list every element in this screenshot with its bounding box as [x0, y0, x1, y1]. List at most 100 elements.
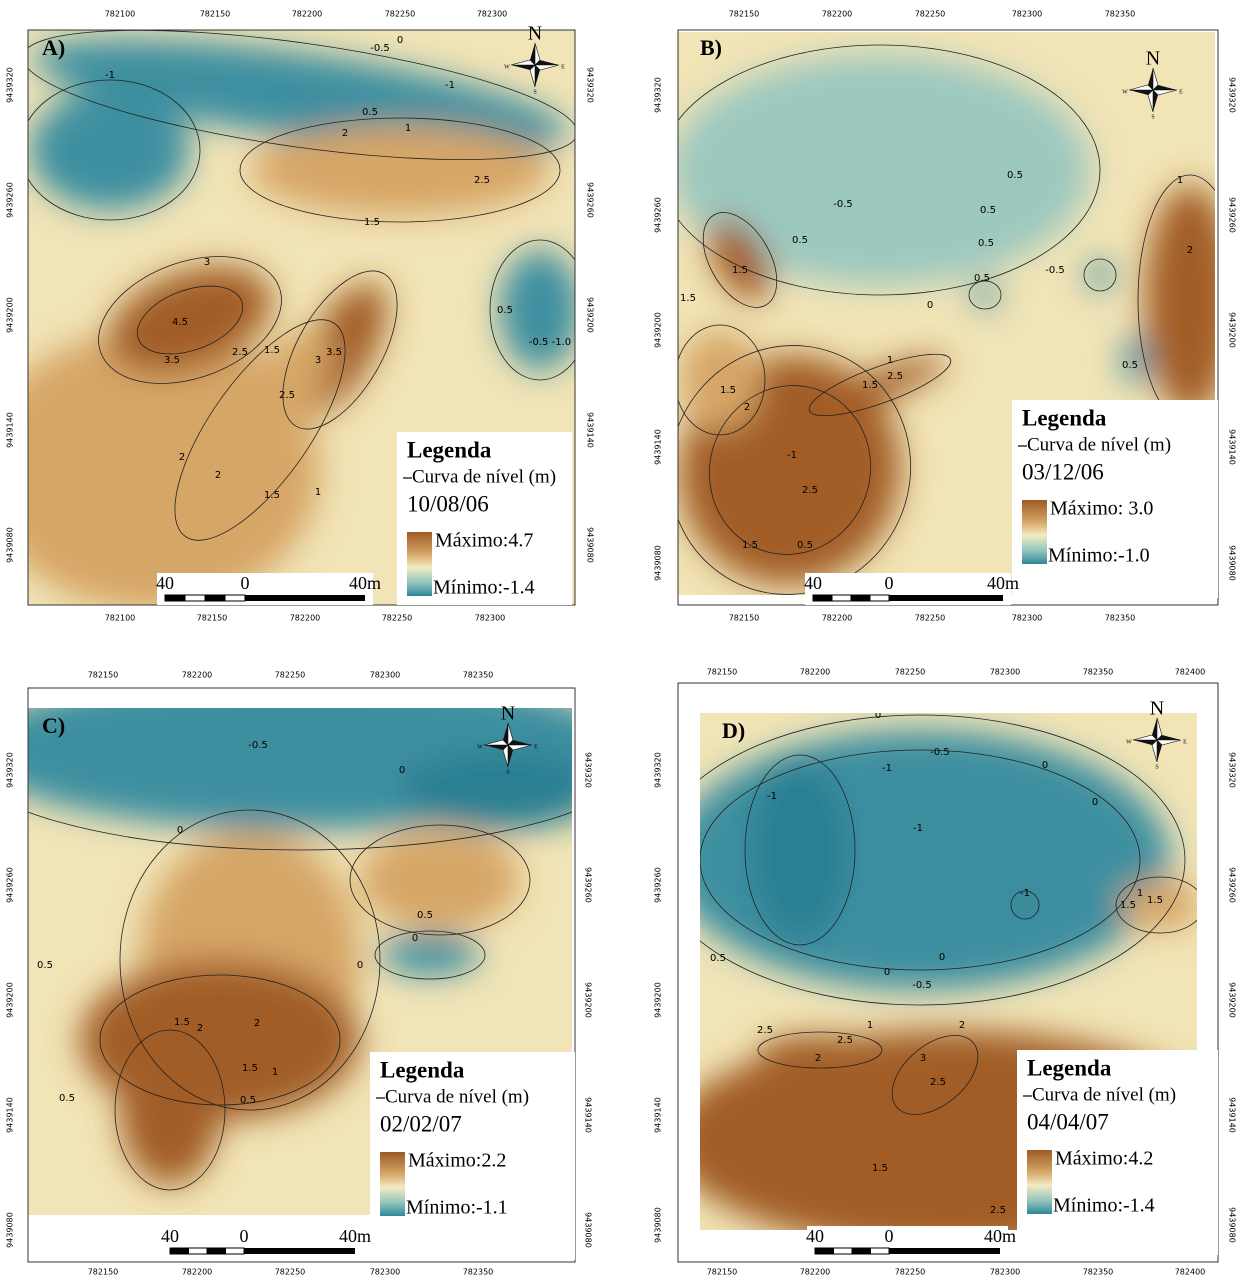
contour-label: 0.5 [362, 107, 378, 118]
elevation-blob [680, 330, 760, 430]
elevation-blob [1086, 261, 1114, 289]
scale-segment [832, 595, 851, 601]
legend-date: 02/02/07 [380, 1111, 462, 1136]
contour-label: 1.5 [1147, 895, 1163, 906]
x-tick-label: 782100 [105, 614, 136, 623]
x-tick-label: 782250 [895, 1268, 926, 1277]
y-tick-label: 9439200 [654, 982, 663, 1018]
contour-label: -0.5 [833, 199, 853, 210]
y-tick-label: 9439080 [1228, 1207, 1237, 1243]
y-tick-label: 9439200 [6, 297, 15, 333]
north-label: N [1150, 698, 1164, 720]
contour-label: 2 [215, 470, 221, 481]
contour-label: 1.5 [742, 540, 758, 551]
x-tick-label: 782350 [1105, 614, 1136, 623]
contour-label: 4.5 [172, 317, 188, 328]
contour-label: 2 [342, 128, 348, 139]
contour-label: 2.5 [930, 1077, 946, 1088]
scale-segment [871, 1248, 890, 1254]
scale-segment [207, 1248, 226, 1254]
compass-west: W [477, 744, 483, 750]
scale-segment [889, 595, 1003, 601]
contour-label: -1 [787, 450, 797, 461]
y-tick-label: 9439200 [6, 982, 15, 1018]
legend-max: Máximo:2.2 [408, 1150, 506, 1172]
contour-label: 1.5 [1120, 900, 1136, 911]
y-tick-label: 9439080 [584, 1212, 593, 1248]
y-tick-label: 9439260 [6, 182, 15, 218]
y-tick-label: 9439320 [654, 77, 663, 113]
elevation-blob [360, 830, 520, 930]
compass-west: W [1122, 89, 1128, 95]
contour-label: 2 [197, 1023, 203, 1034]
contour-label: -1 [1020, 888, 1030, 899]
x-tick-label: 782350 [1105, 10, 1136, 19]
contour-label: 0 [1042, 760, 1048, 771]
contour-label: 0 [927, 300, 933, 311]
contour-label: 0 [177, 825, 183, 836]
contour-label: 0 [884, 967, 890, 978]
contour-label: 2.5 [279, 390, 295, 401]
y-tick-label: 9439080 [6, 527, 15, 563]
legend-title: Legenda [1027, 1055, 1112, 1080]
contour-label: 2.5 [887, 371, 903, 382]
x-tick-label: 782350 [463, 671, 494, 680]
elevation-blob [380, 935, 480, 975]
y-tick-label: 9439320 [584, 752, 593, 788]
elevation-blob [120, 1035, 220, 1185]
contour-label: 1.5 [264, 345, 280, 356]
contour-label: 2 [254, 1018, 260, 1029]
contour-label: 1.5 [242, 1063, 258, 1074]
y-tick-label: 9439320 [586, 67, 595, 103]
scale-segment [170, 1248, 189, 1254]
elevation-blob [750, 760, 850, 940]
legend-min: Mínimo:-1.1 [406, 1197, 508, 1219]
contour-label: 2.5 [990, 1205, 1006, 1216]
x-tick-label: 782150 [729, 10, 760, 19]
x-tick-label: 782250 [895, 668, 926, 677]
scale-label: 40 [161, 1226, 179, 1246]
y-tick-label: 9439320 [6, 67, 15, 103]
contour-label: 0.5 [974, 273, 990, 284]
compass-south: S [1155, 764, 1158, 770]
scale-label: 0 [240, 1226, 249, 1246]
contour-label: -1 [882, 763, 892, 774]
x-tick-label: 782100 [105, 10, 136, 19]
contour-label: 3 [920, 1053, 926, 1064]
elevation-blob [1145, 185, 1235, 415]
y-tick-label: 9439260 [654, 197, 663, 233]
color-ramp [407, 532, 432, 596]
scale-segment [870, 595, 889, 601]
legend: LegendaCurva de nível (m)10/08/06Máximo:… [397, 432, 572, 605]
y-tick-label: 9439260 [584, 867, 593, 903]
y-tick-label: 9439200 [1228, 312, 1237, 348]
contour-label: 0 [1092, 797, 1098, 808]
legend-min: Mínimo:-1.0 [1048, 545, 1150, 567]
contour-label: -0.5 -1.0 [529, 337, 571, 348]
elevation-blob [971, 283, 999, 307]
y-tick-label: 9439140 [586, 412, 595, 448]
contour-label: 0.5 [240, 1095, 256, 1106]
contour-label: -0.5 [930, 747, 950, 758]
legend-date: 10/08/06 [407, 491, 489, 516]
y-tick-label: 9439260 [1228, 867, 1237, 903]
scale-label: 0 [241, 573, 250, 593]
color-ramp [1022, 500, 1047, 564]
contour-label: 2.5 [802, 485, 818, 496]
contour-label: 3.5 [326, 347, 342, 358]
contour-label: 1.5 [264, 490, 280, 501]
legend-title: Legenda [407, 437, 492, 462]
legend: LegendaCurva de nível (m)03/12/06Máximo:… [1012, 400, 1218, 598]
legend-min: Mínimo:-1.4 [433, 577, 535, 599]
north-label: N [501, 703, 515, 725]
map-panel: -0.50.50.50.50.51.51.5120.511.52.521.5-1… [634, 10, 1239, 629]
x-tick-label: 782250 [385, 10, 416, 19]
color-ramp [1027, 1150, 1052, 1214]
legend-title: Legenda [1022, 405, 1107, 430]
x-tick-label: 782150 [729, 614, 760, 623]
contour-label: 0.5 [417, 910, 433, 921]
scale-segment [205, 595, 225, 601]
x-tick-label: 782200 [182, 1268, 213, 1277]
contour-label: 0.5 [710, 953, 726, 964]
legend-min: Mínimo:-1.4 [1053, 1195, 1155, 1217]
